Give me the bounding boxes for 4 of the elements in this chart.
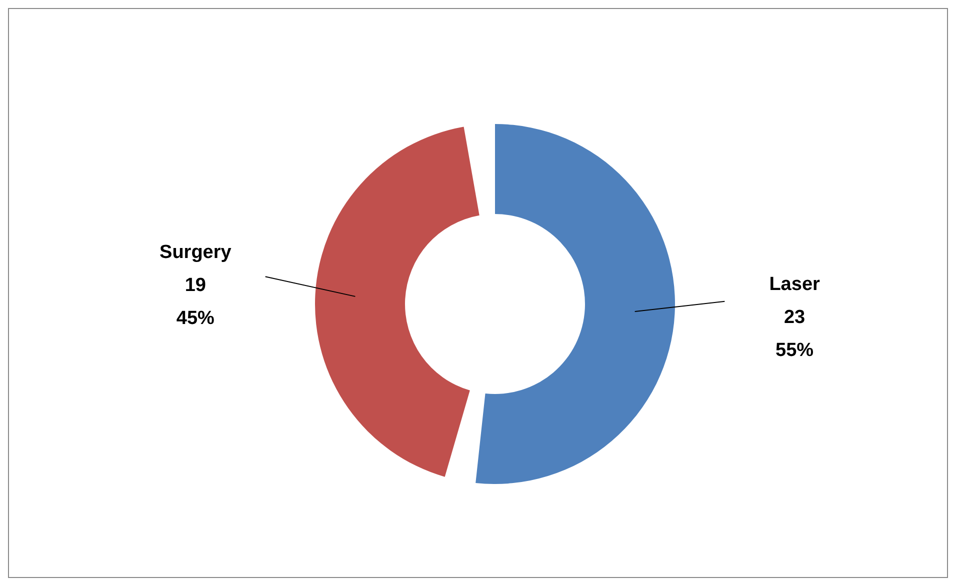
data-label: 23 55% xyxy=(776,307,814,362)
slice-label: Surgery xyxy=(160,242,232,263)
data-label: 19 45% xyxy=(176,274,215,329)
slice-label: Laser xyxy=(769,274,821,296)
